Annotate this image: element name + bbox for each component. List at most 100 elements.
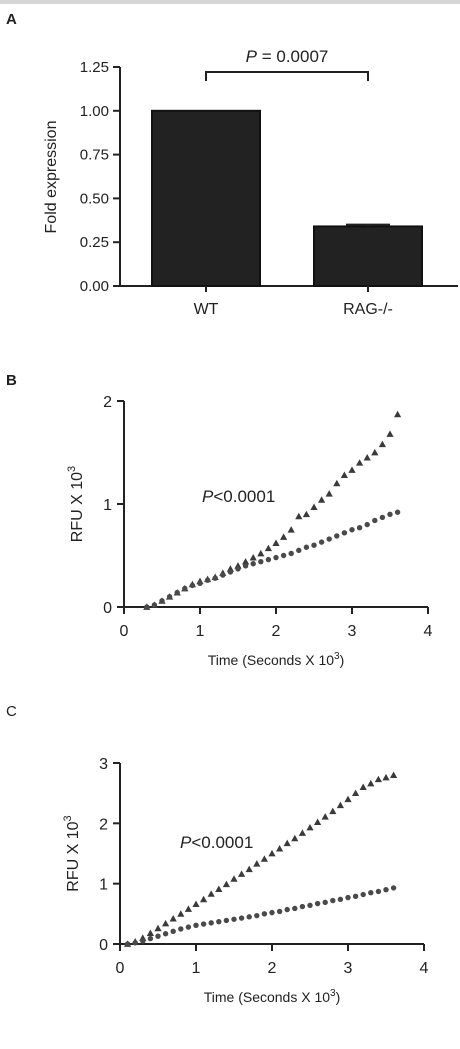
panel-b-circle-point — [265, 556, 272, 563]
panel-b-circle-point — [258, 558, 264, 565]
panel-c-circle-point — [368, 890, 374, 896]
panel-b-x-tick-label: 4 — [424, 623, 433, 640]
panel-c-triangle-point — [253, 860, 261, 867]
panel-b-circle-point — [144, 604, 150, 610]
panel-b-circle-point — [296, 547, 302, 554]
panel-c-x-axis-label: Time (Seconds X 103) — [204, 988, 341, 1005]
panel-c-triangle-point — [291, 834, 299, 842]
panel-c-triangle-point — [314, 818, 322, 826]
panel-c-triangle-point — [222, 880, 230, 888]
panel-a-bar-chart: 0.00 0.25 0.50 0.75 1.00 1.25 Fold expression W… — [43, 47, 458, 318]
panel-b-x-axis-label: Time (Seconds X 103) — [208, 651, 345, 668]
panel-b-circle-point — [151, 602, 158, 608]
panel-a-y-tick-label: 1.00 — [80, 103, 109, 120]
panel-c-circle-point — [322, 899, 328, 906]
panel-c-triangle-point — [390, 771, 398, 778]
panel-c-circle-point — [292, 905, 298, 912]
panel-c-circle-point — [330, 897, 336, 904]
panel-c-circle-point — [155, 933, 161, 939]
panel-c-triangle-point — [154, 924, 162, 932]
panel-b-triangle-point — [310, 503, 318, 510]
panel-c-triangle-point — [245, 865, 253, 873]
panel-c-x-tick-label: 3 — [344, 960, 353, 977]
panel-c-triangle-point — [192, 900, 200, 908]
panel-c-circle-point — [162, 931, 169, 937]
panel-b-x-tick-label: 0 — [120, 623, 129, 640]
panel-c-circle-point — [383, 887, 389, 893]
panel-b-x-tick-label: 2 — [272, 623, 281, 640]
panel-b-triangle-point — [257, 549, 265, 557]
panel-a-y-tick-label: 0.50 — [80, 190, 109, 207]
panel-b-circle-point — [235, 566, 241, 572]
panel-c-triangle-point — [207, 890, 215, 897]
panel-c-circle-point — [132, 940, 138, 946]
panel-b-triangle-point — [348, 466, 356, 473]
panel-b-y-tick-label: 0 — [103, 600, 112, 617]
panel-c-y-tick-label: 3 — [99, 756, 108, 773]
panel-c-p-value: P<0.0001 — [180, 833, 253, 852]
panel-c-triangle-point — [352, 789, 360, 797]
panel-c-y-tick-label: 1 — [99, 877, 108, 894]
panel-c-triangle-point — [162, 919, 170, 927]
panel-b-circle-point — [204, 577, 211, 583]
panel-b-circle-point — [220, 572, 226, 578]
panel-b-y-tick-label: 1 — [103, 497, 112, 514]
panel-a-bar-rag — [313, 225, 423, 288]
panel-c-y-tick-label: 2 — [99, 816, 108, 833]
panel-c-circle-point — [254, 912, 260, 919]
top-edge-bar — [0, 0, 460, 4]
panel-c-circle-point — [269, 909, 275, 916]
panel-c-circle-point — [276, 908, 283, 915]
panel-a-p-value: P = 0.0007 — [246, 47, 329, 66]
panel-b-triangle-point — [371, 448, 379, 456]
panel-b-circle-point — [318, 539, 325, 545]
panel-c-circle-point — [284, 906, 290, 913]
panel-a-y-tick-label: 0.75 — [80, 147, 109, 164]
panel-c-triangle-point — [329, 807, 337, 815]
panel-c-circle-point — [375, 888, 382, 895]
panel-b-circle-point — [356, 524, 363, 531]
panel-a-x-tick-label: RAG-/- — [343, 301, 393, 318]
panel-b-triangle-point — [394, 410, 402, 418]
panel-c-triangle-point — [268, 849, 276, 857]
panel-b-triangle-point — [295, 512, 303, 520]
panel-a-label: A — [6, 11, 17, 28]
panel-c-circle-point — [200, 921, 207, 927]
panel-b-circle-point — [334, 533, 340, 539]
panel-b-triangle-point — [318, 496, 326, 503]
panel-b-circle-point — [349, 527, 355, 533]
panel-b-circle-point — [159, 598, 165, 604]
panel-b-y-axis-label: RFU X 103 — [66, 466, 86, 542]
panel-c-triangle-point — [306, 823, 314, 831]
panel-c-circle-point — [223, 917, 230, 924]
panel-c-circle-point — [307, 902, 313, 909]
panel-c-circle-point — [337, 896, 344, 903]
panel-b-circle-point — [288, 550, 294, 557]
panel-b-circle-point — [174, 589, 180, 596]
panel-c-circle-point — [390, 885, 397, 891]
panel-b-x-tick-label: 3 — [348, 623, 357, 640]
panel-b-circle-point — [182, 585, 188, 592]
panel-b-circle-point — [227, 569, 234, 575]
panel-b-triangle-point — [242, 558, 250, 565]
panel-b-triangle-point — [378, 440, 386, 448]
panel-c-y-tick-label: 0 — [99, 937, 108, 954]
panel-c-triangle-point — [260, 855, 268, 862]
panel-a-significance-bracket — [205, 71, 369, 81]
panel-b-triangle-point — [249, 553, 257, 561]
panel-a-y-tick-label: 1.25 — [80, 59, 109, 76]
panel-c-triangle-point — [146, 929, 154, 937]
panel-c-triangle-point — [321, 813, 329, 820]
panel-b-circle-point — [326, 536, 332, 542]
panel-b-circle-point — [364, 521, 370, 528]
panel-c-triangle-point — [359, 783, 367, 791]
panel-b-circle-point — [379, 514, 386, 521]
panel-c-circle-point — [246, 914, 252, 920]
panel-b-circle-point — [250, 561, 256, 567]
panel-b-circle-point — [166, 594, 173, 600]
panel-b-scatter-chart: 0 1 2 0 1 2 3 4 Time (Seconds X 103) RFU X 103 P<0… — [66, 394, 433, 668]
panel-c-triangle-point — [382, 773, 390, 781]
panel-c-x-tick-label: 2 — [268, 960, 277, 977]
panel-b-circle-point — [372, 517, 378, 524]
panel-b-p-value: P<0.0001 — [202, 487, 275, 506]
